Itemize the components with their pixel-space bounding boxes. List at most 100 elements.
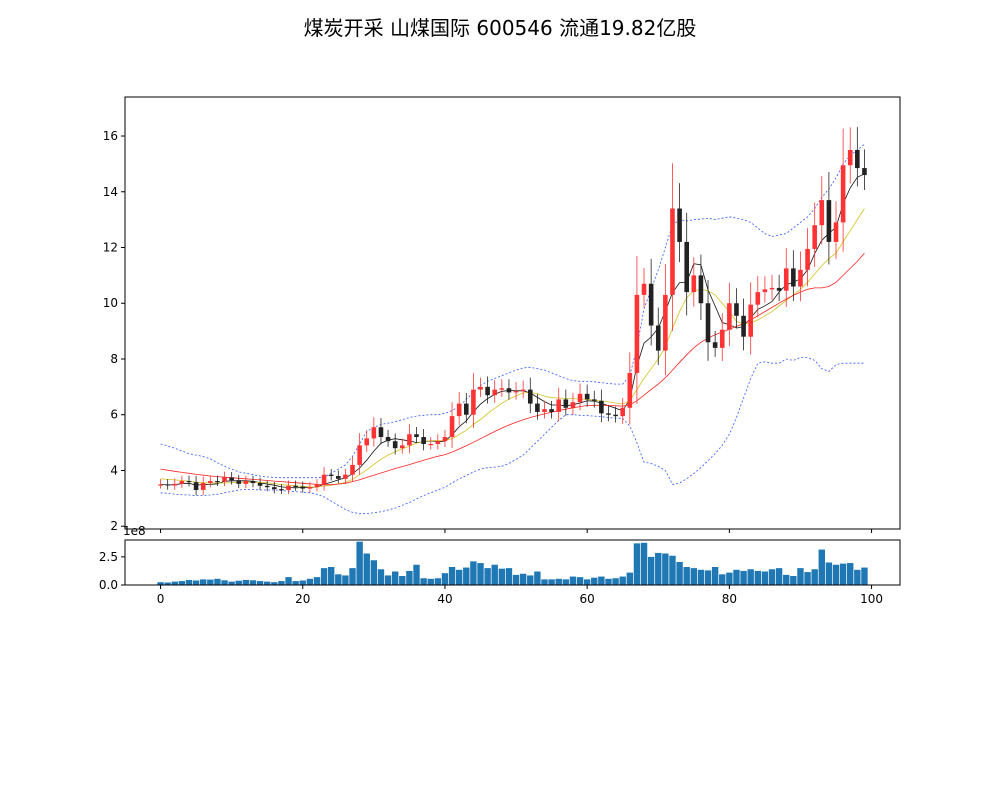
candle bbox=[599, 389, 604, 423]
x-tick-label: 80 bbox=[722, 592, 737, 606]
ma-mid-line bbox=[160, 208, 865, 488]
candle-body bbox=[314, 484, 320, 488]
candle bbox=[655, 307, 661, 366]
candle-body bbox=[570, 402, 576, 408]
candle bbox=[272, 482, 277, 494]
candle bbox=[563, 389, 569, 416]
candle bbox=[535, 393, 540, 420]
volume-bar bbox=[576, 577, 584, 585]
candle bbox=[648, 258, 654, 346]
candle-body bbox=[215, 481, 220, 483]
volume-bar bbox=[470, 561, 477, 585]
candle-body bbox=[776, 287, 782, 291]
candle bbox=[719, 313, 725, 361]
candle bbox=[378, 418, 384, 445]
candle-body bbox=[826, 200, 832, 242]
candle-body bbox=[428, 443, 434, 446]
x-tick-label: 60 bbox=[580, 592, 595, 606]
candle-body bbox=[485, 386, 490, 396]
candle-body bbox=[208, 481, 213, 484]
candle-body bbox=[791, 268, 796, 287]
candle-body bbox=[357, 445, 362, 465]
volume-bar bbox=[285, 577, 292, 585]
volume-bar bbox=[598, 576, 605, 585]
volume-bar bbox=[676, 561, 683, 585]
candle-body bbox=[748, 304, 753, 337]
candle-body bbox=[741, 315, 746, 337]
candle bbox=[663, 263, 668, 376]
candle bbox=[677, 183, 682, 263]
volume-bar bbox=[512, 574, 520, 585]
chart-title: 煤炭开采 山煤国际 600546 流通19.82亿股 bbox=[304, 16, 697, 40]
candle-body bbox=[414, 434, 419, 438]
volume-bar bbox=[527, 575, 534, 585]
volume-bar bbox=[804, 572, 811, 585]
candle bbox=[727, 282, 732, 347]
candle bbox=[584, 384, 590, 407]
candle bbox=[165, 479, 170, 490]
candle-body bbox=[627, 372, 633, 408]
volume-bar bbox=[662, 553, 669, 585]
volume-bar bbox=[697, 569, 705, 585]
candle-body bbox=[684, 241, 689, 293]
candle-body bbox=[613, 414, 618, 417]
candle bbox=[449, 402, 455, 449]
volume-bar bbox=[185, 579, 193, 585]
candle bbox=[471, 373, 476, 428]
price-y-tick-label: 8 bbox=[110, 352, 118, 366]
candle bbox=[606, 405, 611, 422]
candle bbox=[257, 477, 263, 490]
volume-bar bbox=[477, 563, 484, 585]
volume-bar bbox=[548, 579, 555, 585]
candle-body bbox=[407, 434, 412, 446]
candle bbox=[186, 475, 192, 487]
candle-body bbox=[855, 149, 860, 169]
candle-body bbox=[506, 388, 512, 393]
candle bbox=[243, 475, 249, 489]
candle bbox=[236, 474, 242, 489]
candle-body bbox=[250, 481, 256, 484]
candle bbox=[208, 475, 213, 488]
candle bbox=[172, 478, 178, 490]
candle bbox=[485, 376, 490, 404]
candle bbox=[691, 257, 697, 307]
candle bbox=[222, 471, 227, 487]
candle-body bbox=[236, 480, 242, 484]
price-frame bbox=[124, 96, 901, 530]
volume-offset-label: 1e8 bbox=[123, 524, 146, 538]
candle bbox=[200, 476, 206, 496]
candle bbox=[613, 406, 618, 423]
candle bbox=[407, 424, 412, 454]
volume-bar bbox=[463, 567, 470, 585]
volume-bar bbox=[740, 570, 747, 585]
candle bbox=[556, 387, 562, 422]
candle-body bbox=[556, 399, 562, 412]
volume-bar bbox=[761, 571, 769, 585]
volume-bar bbox=[441, 573, 449, 585]
volume-bar bbox=[626, 572, 634, 585]
candle bbox=[421, 429, 426, 451]
candle-body bbox=[513, 391, 519, 393]
x-tick-label: 0 bbox=[157, 592, 165, 606]
volume-bar bbox=[200, 579, 207, 585]
candle bbox=[364, 430, 370, 452]
volume-bar bbox=[768, 569, 776, 585]
candle bbox=[307, 482, 313, 493]
candle-body bbox=[762, 289, 768, 293]
candle bbox=[193, 475, 199, 496]
volume-bar bbox=[349, 568, 356, 585]
candle-body bbox=[798, 269, 803, 287]
volume-bar bbox=[640, 542, 648, 585]
price-x-ticks bbox=[160, 529, 873, 533]
candle-body bbox=[421, 437, 426, 444]
volume-bar bbox=[427, 578, 434, 585]
volume-bar bbox=[406, 570, 413, 585]
volume-bar bbox=[690, 568, 698, 585]
candle-body bbox=[641, 283, 647, 295]
volume-bar bbox=[775, 568, 783, 585]
candle bbox=[321, 466, 327, 491]
candle bbox=[357, 433, 362, 475]
candle bbox=[570, 393, 576, 416]
candle bbox=[591, 390, 597, 408]
volume-bar bbox=[555, 578, 562, 585]
